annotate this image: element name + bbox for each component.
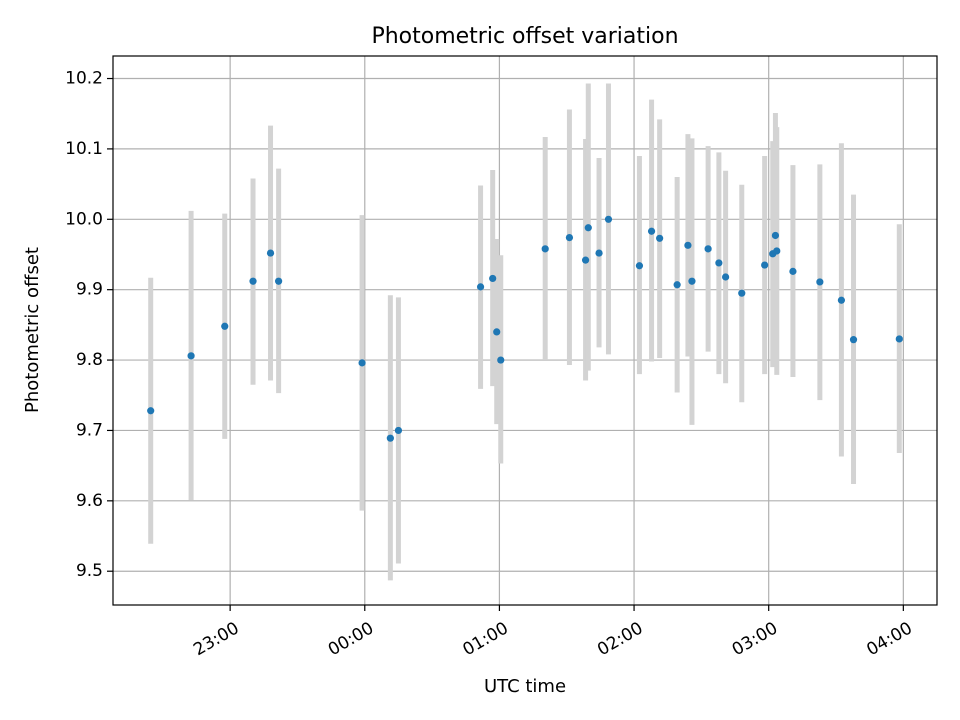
y-tick-label-6: 10.1 [65, 139, 103, 159]
y-ticks: 9.5 9.6 9.7 9.8 9.9 10.0 10.1 10.2 [65, 69, 113, 581]
data-point-22 [673, 281, 681, 289]
data-point-26 [715, 259, 723, 267]
data-point-25 [704, 245, 712, 253]
data-point-2 [221, 322, 229, 330]
data-points [147, 215, 903, 442]
y-gridlines [113, 77, 937, 572]
data-point-6 [358, 359, 366, 367]
y-tick-label-0: 9.5 [76, 561, 103, 581]
y-tick-label-3: 9.8 [76, 350, 103, 370]
data-point-24 [688, 277, 696, 285]
y-tick-label-1: 9.6 [76, 491, 103, 511]
data-point-14 [565, 233, 574, 242]
data-point-10 [489, 274, 497, 283]
y-tick-label-2: 9.7 [76, 420, 103, 440]
x-axis-label: UTC time [484, 676, 566, 697]
data-point-37 [895, 335, 903, 343]
y-tick-label-5: 10.0 [65, 209, 103, 229]
data-point-20 [647, 227, 656, 235]
data-point-34 [816, 278, 824, 286]
data-point-1 [187, 352, 195, 360]
data-point-28 [738, 289, 746, 297]
data-point-7 [386, 434, 394, 442]
data-point-13 [541, 245, 549, 253]
data-point-18 [604, 215, 613, 223]
data-point-33 [789, 267, 797, 275]
data-point-4 [266, 249, 275, 257]
data-point-8 [394, 426, 403, 435]
data-point-31 [771, 231, 780, 240]
y-tick-label-4: 9.9 [76, 280, 103, 300]
chart-title: Photometric offset variation [371, 24, 678, 49]
data-point-12 [497, 356, 505, 364]
data-point-3 [249, 277, 257, 285]
plot-frame [112, 55, 938, 606]
data-point-17 [595, 249, 603, 257]
data-point-16 [584, 224, 592, 232]
data-point-5 [275, 277, 283, 285]
data-point-0 [147, 407, 155, 415]
y-tick-label-7: 10.2 [65, 69, 103, 89]
data-point-32 [773, 247, 781, 255]
data-point-35 [837, 296, 846, 304]
data-point-29 [761, 261, 769, 269]
y-axis-label: Photometric offset [22, 247, 43, 413]
data-point-36 [849, 336, 858, 344]
data-point-21 [656, 234, 664, 242]
data-point-9 [476, 283, 485, 291]
data-point-27 [722, 273, 730, 281]
data-point-19 [635, 262, 644, 270]
data-point-23 [684, 241, 692, 249]
data-point-15 [581, 256, 590, 264]
data-point-11 [493, 328, 501, 336]
